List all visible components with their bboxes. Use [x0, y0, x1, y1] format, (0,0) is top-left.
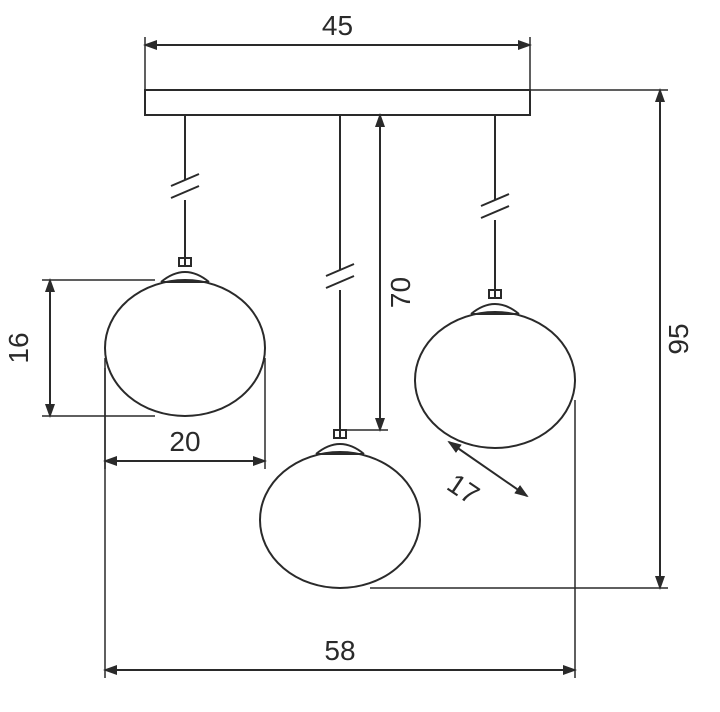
dim-globe-height: 16: [3, 332, 34, 363]
lamp-outline: [105, 90, 575, 588]
dim-globe-depth: 17: [442, 468, 485, 511]
dim-total-height: 95: [663, 323, 694, 354]
pendant-lamp-diagram: 45 58 95 70 20 16 17: [0, 0, 720, 712]
dim-globe-width: 20: [169, 426, 200, 457]
dim-bar-width: 45: [322, 10, 353, 41]
dim-total-width: 58: [324, 635, 355, 666]
dim-cord-drop: 70: [385, 277, 416, 308]
dimension-lines: 45 58 95 70 20 16 17: [3, 10, 694, 678]
